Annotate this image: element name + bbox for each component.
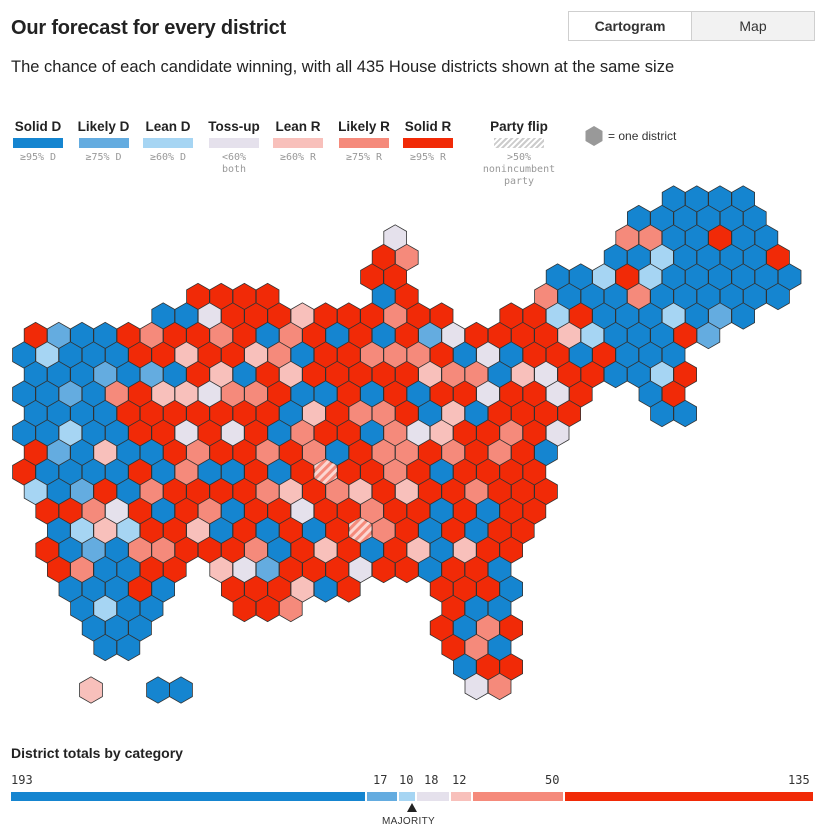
bar-lean-d bbox=[399, 792, 415, 801]
count-lean-d: 10 bbox=[399, 773, 414, 787]
legend-label: Lean R bbox=[275, 119, 321, 134]
bar-solid-r bbox=[565, 792, 813, 801]
count-lean-r: 12 bbox=[452, 773, 467, 787]
legend-threshold: ≥95% R bbox=[409, 152, 447, 163]
hexagon-icon bbox=[585, 126, 603, 146]
legend-swatch bbox=[143, 138, 193, 148]
legend-swatch bbox=[273, 138, 323, 148]
district-hex[interactable] bbox=[116, 633, 141, 662]
district-hex[interactable] bbox=[169, 676, 193, 704]
count-likely-d: 17 bbox=[373, 773, 388, 787]
legend-swatch bbox=[209, 138, 259, 148]
district-hex[interactable] bbox=[696, 321, 721, 350]
party-flip-hatch bbox=[314, 458, 337, 486]
bar-lean-r bbox=[451, 792, 471, 801]
legend-threshold: ≥75% D bbox=[85, 152, 122, 163]
district-hex[interactable] bbox=[673, 399, 697, 428]
district-hex[interactable] bbox=[278, 594, 303, 623]
bar-toss-up bbox=[417, 792, 449, 801]
bar-likely-d bbox=[367, 792, 397, 801]
legend-item-solid-r: Solid R ≥95% R bbox=[402, 119, 454, 164]
legend-item-likely-r: Likely R ≥75% R bbox=[337, 119, 391, 164]
legend-threshold: <60% both bbox=[221, 152, 247, 175]
legend-threshold: ≥60% D bbox=[149, 152, 187, 163]
count-likely-r: 50 bbox=[545, 773, 560, 787]
cartogram-tab[interactable]: Cartogram bbox=[569, 12, 691, 40]
district-hex[interactable] bbox=[336, 575, 361, 603]
legend-label: Likely D bbox=[77, 119, 130, 134]
page-title: Our forecast for every district bbox=[11, 17, 287, 39]
totals-title: District totals by category bbox=[11, 745, 183, 761]
cartogram-map bbox=[12, 185, 802, 704]
legend-item-party-flip: Party flip >50% nonincumbent party bbox=[472, 119, 566, 188]
legend-item-solid-d: Solid D ≥95% D bbox=[12, 119, 64, 164]
district-hex[interactable] bbox=[731, 302, 755, 330]
legend-label: Party flip bbox=[490, 119, 548, 134]
hex-key: = one district bbox=[585, 126, 676, 146]
majority-marker-icon bbox=[407, 803, 417, 812]
district-hex[interactable] bbox=[146, 676, 170, 704]
legend-swatch bbox=[78, 138, 129, 148]
bar-solid-d bbox=[11, 792, 365, 801]
legend-swatch bbox=[13, 138, 63, 148]
district-hex[interactable] bbox=[232, 594, 257, 623]
view-toggle: Cartogram Map bbox=[568, 11, 815, 41]
count-toss-up: 18 bbox=[424, 773, 439, 787]
district-hexes bbox=[12, 185, 802, 704]
legend-threshold: ≥95% D bbox=[19, 152, 57, 163]
legend-threshold: >50% nonincumbent party bbox=[482, 152, 556, 187]
legend-swatch-hatched bbox=[494, 138, 544, 148]
legend-item-toss-up: Toss-up <60% both bbox=[206, 119, 262, 176]
legend-label: Solid D bbox=[14, 119, 62, 134]
legend-threshold: ≥60% R bbox=[279, 152, 317, 163]
count-solid-r: 135 bbox=[788, 773, 810, 787]
legend-item-likely-d: Likely D ≥75% D bbox=[76, 119, 131, 164]
map-tab[interactable]: Map bbox=[691, 12, 814, 40]
bar-likely-r bbox=[473, 792, 563, 801]
majority-label: MAJORITY bbox=[382, 816, 435, 827]
district-hex[interactable] bbox=[487, 672, 512, 701]
legend-label: Likely R bbox=[338, 119, 390, 134]
page-subtitle: The chance of each candidate winning, wi… bbox=[11, 58, 675, 76]
legend-label: Solid R bbox=[404, 119, 452, 134]
legend-swatch bbox=[403, 138, 453, 148]
hex-key-label: = one district bbox=[608, 129, 677, 143]
district-hex[interactable] bbox=[79, 676, 103, 704]
legend-swatch bbox=[339, 138, 389, 148]
legend-label: Lean D bbox=[145, 119, 191, 134]
district-hex[interactable] bbox=[766, 282, 790, 311]
legend-item-lean-d: Lean D ≥60% D bbox=[142, 119, 194, 164]
party-flip-hatch bbox=[349, 517, 372, 544]
count-solid-d: 193 bbox=[11, 773, 33, 787]
legend-label: Toss-up bbox=[208, 119, 260, 134]
legend-threshold: ≥75% R bbox=[345, 152, 383, 163]
district-hex[interactable] bbox=[464, 672, 489, 701]
legend-item-lean-r: Lean R ≥60% R bbox=[272, 119, 324, 164]
